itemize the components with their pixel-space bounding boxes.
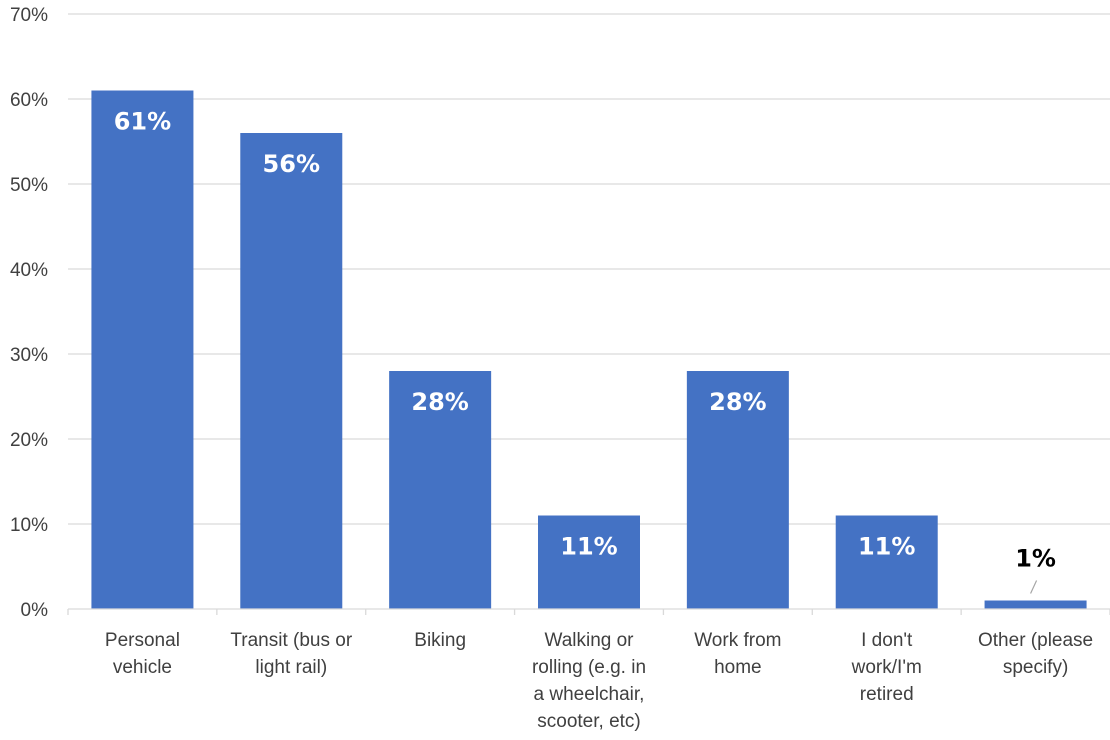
category-label: scooter, etc)	[537, 711, 641, 732]
category-label: light rail)	[255, 657, 327, 678]
bar	[835, 515, 938, 609]
y-tick-label: 40%	[10, 260, 48, 281]
data-label: 28%	[709, 388, 766, 416]
category-label: Personal	[105, 630, 180, 651]
data-labels: 61% 56% 28% 11% 28% 11% 1%	[114, 108, 1056, 594]
y-tick-label: 50%	[10, 175, 48, 196]
y-axis-tick-labels: 0% 10% 20% 30% 40% 50% 60% 70%	[10, 5, 48, 621]
category-label: rolling (e.g. in	[532, 657, 646, 678]
bars	[91, 90, 1087, 609]
category-label: Walking or	[544, 630, 634, 651]
data-label: 56%	[263, 150, 320, 178]
category-labels: Personal vehicle Transit (bus or light rail…	[105, 630, 1093, 732]
y-tick-label: 0%	[21, 600, 49, 621]
y-tick-label: 70%	[10, 5, 48, 26]
bar	[91, 90, 194, 609]
data-label: 1%	[1015, 545, 1056, 573]
bar	[538, 515, 640, 609]
category-label: specify)	[1003, 657, 1068, 678]
category-label: I don't	[861, 630, 913, 651]
leader-line	[1030, 580, 1038, 594]
y-tick-label: 20%	[10, 430, 48, 451]
y-tick-label: 60%	[10, 90, 48, 111]
category-label: Biking	[414, 630, 466, 651]
category-label: Other (please	[978, 630, 1093, 651]
category-label: Work from	[694, 630, 781, 651]
data-label: 11%	[858, 533, 915, 561]
data-label: 61%	[114, 108, 171, 136]
category-label: a wheelchair,	[534, 684, 645, 705]
bar	[686, 371, 789, 609]
category-label: vehicle	[113, 657, 172, 678]
y-tick-label: 10%	[10, 515, 48, 536]
category-label: retired	[860, 684, 914, 705]
bar	[240, 133, 343, 609]
data-label: 28%	[411, 388, 468, 416]
category-label: home	[714, 657, 762, 678]
y-tick-label: 30%	[10, 345, 48, 366]
category-label: work/I'm	[851, 657, 922, 678]
category-label: Transit (bus or	[230, 630, 352, 651]
bar	[984, 600, 1087, 609]
x-axis	[67, 608, 1110, 615]
bar	[389, 371, 492, 609]
gridlines	[68, 13, 1110, 525]
data-label: 11%	[560, 533, 617, 561]
